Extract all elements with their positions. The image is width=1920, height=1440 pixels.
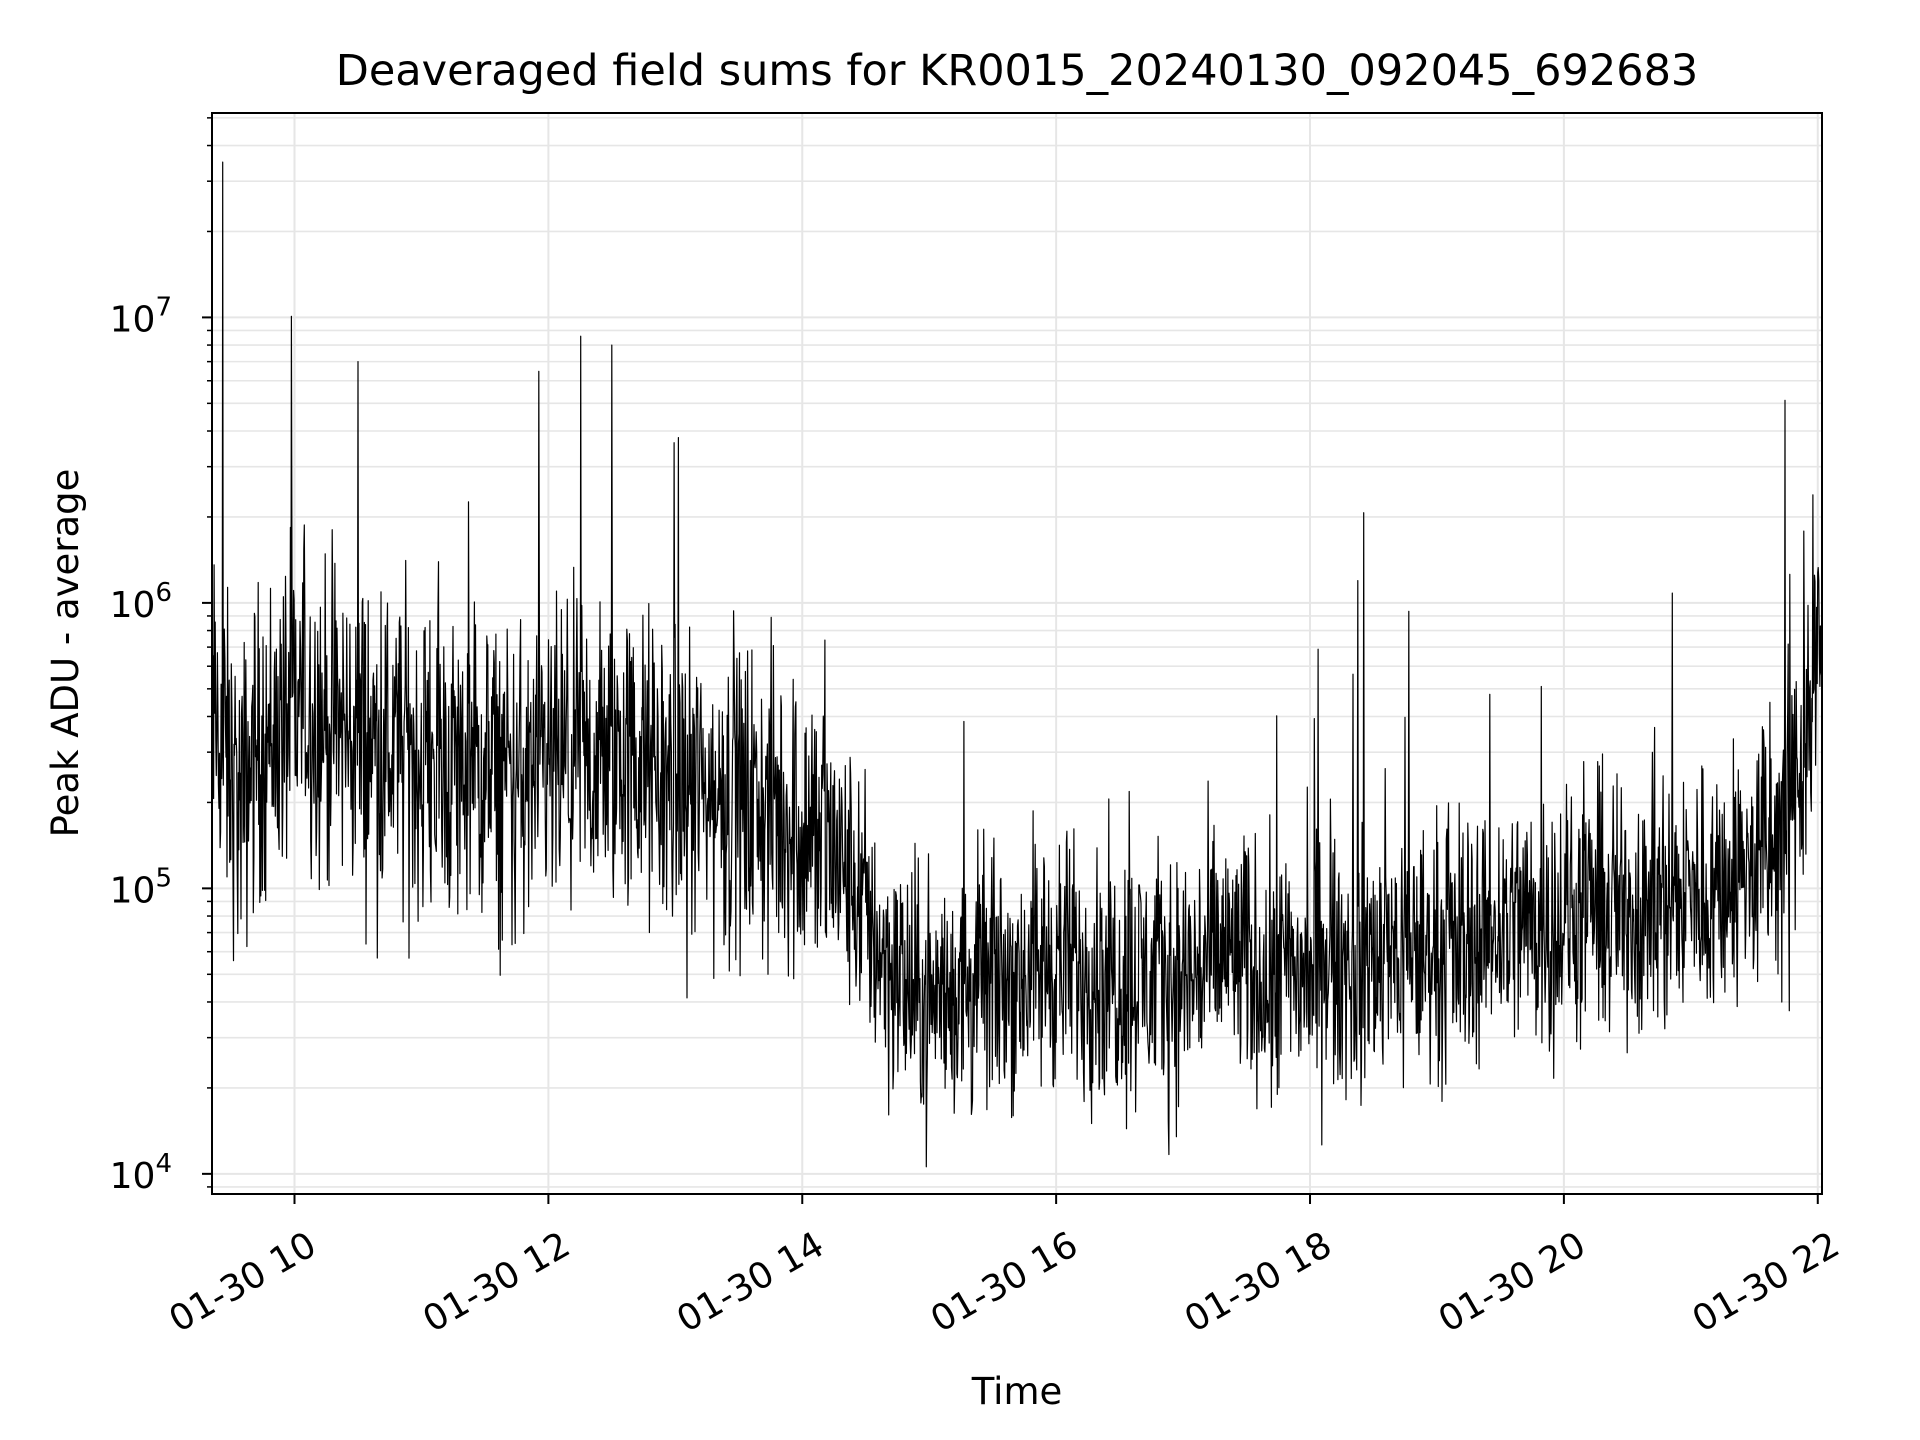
y-tick-label: 105: [110, 863, 172, 911]
x-tick-label: 01-30 18: [1178, 1224, 1339, 1340]
y-tick-label: 104: [110, 1149, 172, 1197]
x-tick-label: 01-30 14: [670, 1224, 831, 1340]
x-tick-label: 01-30 20: [1432, 1224, 1593, 1340]
plot-area: [211, 161, 1823, 1168]
y-axis-title: Peak ADU - average: [44, 469, 87, 838]
series-line-peak-adu: [211, 161, 1823, 1168]
x-tick-label: 01-30 16: [924, 1224, 1085, 1340]
x-axis: 01-30 10 01-30 12 01-30 14 01-30 16 01-30 18…: [163, 1194, 1847, 1341]
y-tick-label: 107: [110, 292, 172, 340]
x-axis-title: Time: [971, 1370, 1063, 1413]
y-axis: 104 105 106 107: [110, 117, 212, 1197]
x-tick-label: 01-30 22: [1686, 1224, 1847, 1340]
plot-frame: [211, 112, 1823, 1195]
x-tick-label: 01-30 12: [416, 1224, 577, 1340]
y-tick-label: 106: [110, 578, 172, 626]
chart-title: Deaveraged field sums for KR0015_2024013…: [336, 46, 1699, 96]
x-tick-label: 01-30 10: [163, 1224, 324, 1340]
